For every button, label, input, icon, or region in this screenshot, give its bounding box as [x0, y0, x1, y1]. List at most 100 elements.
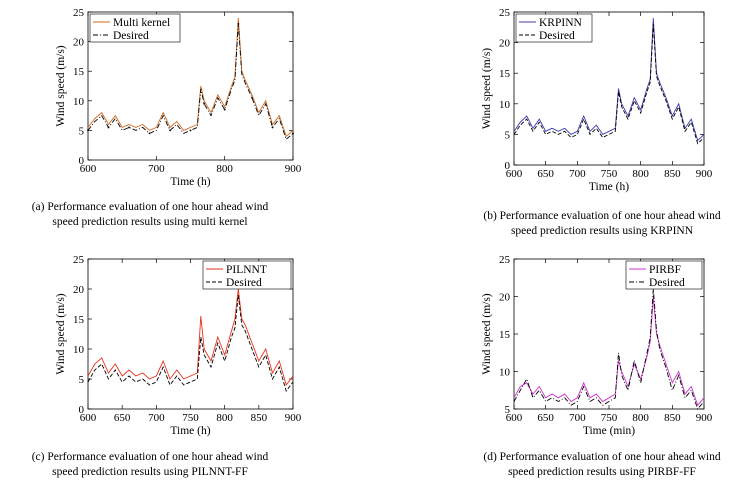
- x-tick-label: 700: [148, 163, 165, 175]
- x-axis-label: Time (min): [583, 425, 635, 437]
- legend-label-2: Desired: [649, 277, 685, 289]
- x-tick-label: 900: [696, 412, 713, 424]
- chart-svg-d: 600 650 700 750 800 850 900 5 10 15 20 25 Time (min)…: [481, 254, 713, 437]
- series-line-2: [87, 294, 294, 392]
- x-tick-label: 800: [632, 168, 649, 180]
- x-tick-label: 700: [148, 412, 165, 424]
- series-marker: [223, 108, 226, 111]
- series-marker: [107, 126, 110, 129]
- x-tick-label: 600: [506, 412, 523, 424]
- y-tick-label: 20: [73, 37, 85, 49]
- x-tick-label: 650: [537, 412, 554, 424]
- y-tick-label: 25: [73, 7, 85, 19]
- x-tick-label: 700: [569, 412, 586, 424]
- y-tick-label: 10: [73, 344, 85, 356]
- x-tick-label: 600: [506, 168, 523, 180]
- y-tick-label: 25: [499, 7, 511, 19]
- y-tick-label: 5: [79, 374, 85, 386]
- x-tick-label: 650: [537, 168, 554, 180]
- series-marker: [292, 132, 294, 135]
- caption-c-line1: (c) Performance evaluation of one hour a…: [31, 451, 269, 463]
- series-marker: [271, 126, 274, 129]
- legend-label-1: PILNNT: [226, 264, 267, 276]
- legend-label-1: KRPINN: [539, 17, 583, 29]
- caption-b: (b) Performance evaluation of one hour a…: [462, 209, 742, 239]
- caption-a-line2: speed prediction results using multi ker…: [52, 216, 248, 228]
- y-tick-label: 15: [73, 314, 85, 326]
- x-tick-label: 750: [182, 412, 199, 424]
- caption-c-line2: speed prediction results using PILNNT-FF: [52, 466, 248, 478]
- x-tick-label: 600: [80, 163, 97, 175]
- chart-svg-b: 600 650 700 750 800 850 900 0 5 10 15 20 25 Time (h) W…: [481, 7, 713, 193]
- y-axis-label: Wind speed (m/s): [481, 293, 493, 374]
- x-tick-label: 850: [664, 168, 681, 180]
- series-line-1: [513, 18, 705, 142]
- caption-b-line2: speed prediction results using KRPINN: [510, 225, 694, 237]
- caption-d-line1: (d) Performance evaluation of one hour a…: [483, 451, 721, 463]
- y-tick-label: 25: [499, 254, 511, 266]
- caption-b-line1: (b) Performance evaluation of one hour a…: [483, 210, 721, 222]
- y-tick-label: 15: [499, 329, 511, 341]
- x-tick-label: 800: [216, 412, 233, 424]
- series-marker: [87, 129, 89, 132]
- chart-panel-a: 600 700 800 900 0 5 10 15 20 25 Time (h) Wind speed…: [0, 0, 374, 243]
- legend-box: [625, 260, 703, 290]
- series-line-2: [87, 23, 294, 141]
- series-marker: [237, 22, 240, 25]
- chart-svg-c: 600 650 700 750 800 850 900 0 5 10 15 20 25 Time (h) W…: [55, 254, 302, 437]
- x-tick-label: 700: [569, 168, 586, 180]
- legend-label-1: Multi kernel: [113, 17, 170, 29]
- y-tick-label: 15: [73, 66, 85, 78]
- x-tick-label: 750: [601, 412, 618, 424]
- caption-d-line2: speed prediction results using PIRBF-FF: [508, 466, 696, 478]
- y-axis-label: Wind speed (m/s): [481, 48, 493, 129]
- legend-label-2: Desired: [539, 30, 575, 42]
- x-tick-label: 900: [285, 412, 302, 424]
- caption-a: (a) Performance evaluation of one hour a…: [10, 200, 290, 230]
- chart-panel-d: 600 650 700 750 800 850 900 5 10 15 20 25 Time (min)…: [374, 243, 748, 486]
- x-tick-label: 750: [601, 168, 618, 180]
- x-tick-label: 800: [216, 163, 233, 175]
- caption-a-line1: (a) Performance evaluation of one hour a…: [31, 201, 269, 213]
- y-tick-label: 5: [505, 404, 511, 416]
- y-tick-label: 20: [73, 284, 85, 296]
- y-tick-label: 15: [499, 68, 511, 80]
- series-marker: [251, 96, 253, 99]
- y-tick-label: 5: [505, 129, 511, 141]
- caption-d: (d) Performance evaluation of one hour a…: [462, 450, 742, 480]
- y-tick-label: 25: [73, 254, 85, 266]
- series-line-2: [513, 288, 705, 410]
- x-tick-label: 800: [632, 412, 649, 424]
- chart-panel-c: 600 650 700 750 800 850 900 0 5 10 15 20 25 Time (h) W…: [0, 243, 374, 486]
- series-line-1: [87, 288, 294, 386]
- x-tick-label: 850: [664, 412, 681, 424]
- y-tick-label: 10: [499, 99, 511, 111]
- y-axis-label: Wind speed (m/s): [55, 293, 67, 374]
- legend-box: [202, 260, 292, 290]
- series-line-2: [513, 24, 705, 145]
- legend-box: [515, 13, 593, 43]
- y-tick-label: 0: [79, 155, 85, 167]
- series-marker: [189, 129, 192, 132]
- series-marker: [128, 126, 130, 129]
- x-tick-label: 850: [251, 412, 268, 424]
- y-tick-label: 5: [79, 125, 85, 137]
- caption-c: (c) Performance evaluation of one hour a…: [10, 450, 290, 480]
- legend-label-1: PIRBF: [649, 264, 681, 276]
- legend-box: [89, 13, 181, 43]
- y-tick-label: 0: [79, 404, 85, 416]
- y-tick-label: 10: [73, 96, 85, 108]
- chart-panel-b: 600 650 700 750 800 850 900 0 5 10 15 20 25 Time (h) W…: [374, 0, 748, 243]
- chart-svg-a: 600 700 800 900 0 5 10 15 20 25 Time (h) Wind speed…: [55, 7, 302, 188]
- legend-label-2: Desired: [113, 30, 149, 42]
- legend-label-2: Desired: [226, 277, 262, 289]
- x-axis-label: Time (h): [589, 181, 629, 193]
- series-marker: [169, 129, 171, 132]
- x-axis-label: Time (h): [170, 176, 210, 188]
- x-tick-label: 900: [696, 168, 713, 180]
- x-tick-label: 900: [285, 163, 302, 175]
- series-marker: [203, 102, 206, 105]
- y-axis-label: Wind speed (m/s): [55, 45, 67, 126]
- y-tick-label: 0: [505, 160, 511, 172]
- x-tick-label: 650: [114, 412, 131, 424]
